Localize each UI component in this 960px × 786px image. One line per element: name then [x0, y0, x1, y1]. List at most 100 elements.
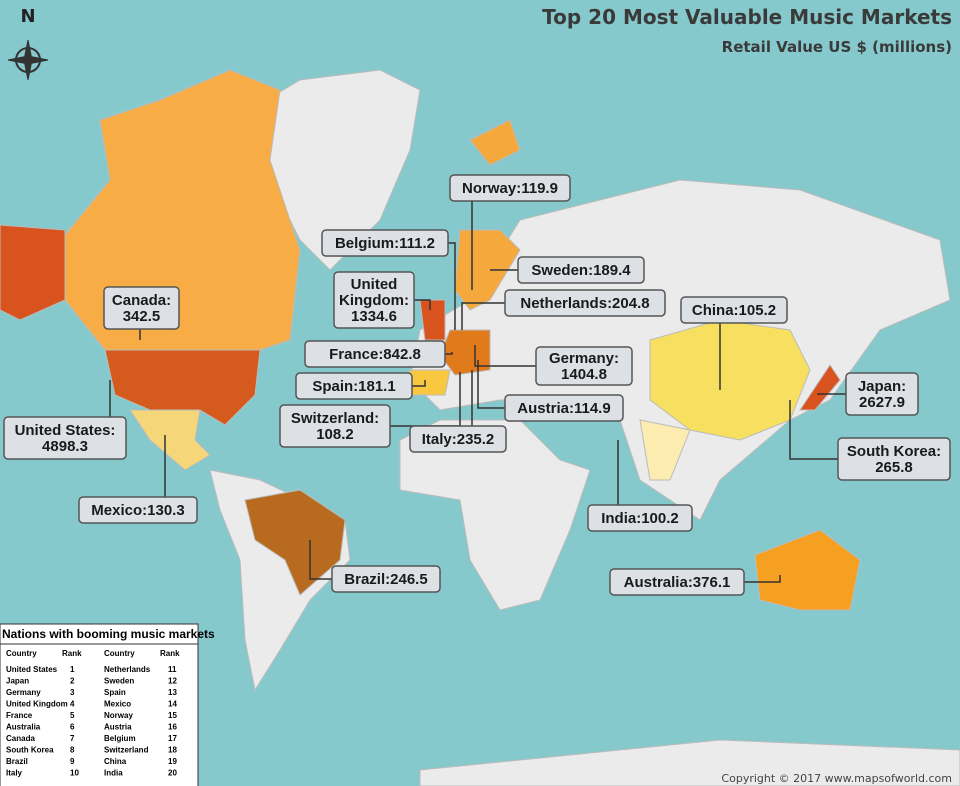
label-text: 2627.9	[859, 394, 905, 411]
label-text: Spain:181.1	[312, 378, 395, 395]
label-text: Japan:	[858, 378, 906, 395]
table-cell: Italy	[6, 769, 23, 778]
country-label: United States:4898.3	[3, 380, 127, 460]
table-cell: Germany	[6, 688, 41, 697]
label-box	[535, 346, 633, 386]
table-cell: 10	[70, 769, 79, 778]
label-text: Kingdom:	[339, 292, 409, 309]
table-cell: 6	[70, 723, 75, 732]
label-text: Norway:119.9	[462, 180, 558, 197]
label-text: 342.5	[123, 308, 161, 325]
country-label: France:842.8	[304, 340, 453, 368]
table-cell: 8	[70, 746, 75, 755]
table-cell: 12	[168, 677, 177, 686]
label-text: Belgium:111.2	[335, 235, 435, 252]
label-text: Sweden:189.4	[531, 262, 631, 279]
table-cell: Norway	[104, 711, 133, 720]
label-text: China:105.2	[692, 302, 776, 319]
country-label: Switzerland:108.2	[279, 372, 461, 448]
label-text: United States:	[15, 422, 116, 439]
label-box	[103, 286, 180, 330]
title: Top 20 Most Valuable Music Markets	[542, 5, 952, 29]
table-cell: South Korea	[6, 746, 54, 755]
table-header: Country	[6, 649, 37, 658]
table-cell: 7	[70, 734, 75, 743]
label-box	[517, 256, 645, 284]
label-box	[504, 289, 666, 317]
table-cell: Mexico	[104, 700, 131, 709]
label-box	[331, 565, 441, 593]
label-text: Switzerland:	[291, 410, 379, 427]
country-label: China:105.2	[680, 296, 788, 390]
label-text: Australia:376.1	[624, 574, 731, 591]
table-cell: 16	[168, 723, 177, 732]
table-cell: United States	[6, 665, 58, 674]
country-label: Sweden:189.4	[490, 256, 645, 284]
table-cell: 9	[70, 757, 75, 766]
country-label: Canada:342.5	[103, 286, 180, 340]
table-cell: 11	[168, 665, 177, 674]
subtitle: Retail Value US $ (millions)	[722, 38, 952, 56]
north: N	[20, 6, 35, 27]
label-text: 1334.6	[351, 308, 397, 325]
table-cell: Netherlands	[104, 665, 151, 674]
label-box	[409, 425, 507, 453]
label-box	[78, 496, 198, 524]
table-header: Country	[104, 649, 135, 658]
label-text: 1404.8	[561, 366, 607, 383]
label-box	[837, 437, 951, 481]
country-label: South Korea:265.8	[789, 400, 951, 481]
table-cell: Australia	[6, 723, 41, 732]
label-text: Germany:	[549, 350, 619, 367]
label-text: United	[351, 276, 398, 293]
table-cell: 2	[70, 677, 75, 686]
table-cell: Switzerland	[104, 746, 149, 755]
table-cell: India	[104, 769, 123, 778]
label-box	[321, 229, 449, 257]
table-cell: 15	[168, 711, 177, 720]
table-header: Rank	[160, 649, 180, 658]
label-text: Canada:	[112, 292, 171, 309]
label-text: 265.8	[875, 459, 913, 476]
label-text: Austria:114.9	[517, 400, 610, 417]
table-cell: 1	[70, 665, 75, 674]
label-box	[279, 404, 391, 448]
table-cell: 5	[70, 711, 75, 720]
label-box	[845, 372, 919, 416]
table-cell: 14	[168, 700, 177, 709]
table-cell: Austria	[104, 723, 132, 732]
country-label: Norway:119.9	[449, 174, 571, 290]
label-box	[609, 568, 745, 596]
table-cell: Brazil	[6, 757, 28, 766]
country-label: Germany:1404.8	[474, 345, 633, 386]
label-text: Netherlands:204.8	[520, 295, 649, 312]
label-box	[680, 296, 788, 324]
label-text: 108.2	[316, 426, 354, 443]
label-box	[504, 394, 624, 422]
table-cell: Canada	[6, 734, 35, 743]
label-box	[449, 174, 571, 202]
table-title: Nations with booming music markets	[2, 627, 215, 641]
label-text: Mexico:130.3	[91, 502, 184, 519]
country-label: Belgium:111.2	[321, 229, 456, 330]
table-bg	[0, 623, 199, 786]
table-cell: France	[6, 711, 33, 720]
table-cell: 17	[168, 734, 177, 743]
label-box	[295, 372, 413, 400]
country-label: Australia:376.1	[609, 568, 781, 596]
label-text: India:100.2	[601, 510, 679, 527]
country-label: Austria:114.9	[477, 360, 624, 422]
label-text: Italy:235.2	[422, 431, 495, 448]
table-cell: 19	[168, 757, 177, 766]
country-label: Italy:235.2	[409, 370, 507, 453]
label-box	[304, 340, 446, 368]
table-cell: Sweden	[104, 677, 134, 686]
table-cell: Japan	[6, 677, 29, 686]
table-header: Rank	[62, 649, 82, 658]
label-box	[3, 416, 127, 460]
legend-table: Nations with booming music markets Countr…	[0, 623, 215, 786]
country-label: Mexico:130.3	[78, 435, 198, 524]
